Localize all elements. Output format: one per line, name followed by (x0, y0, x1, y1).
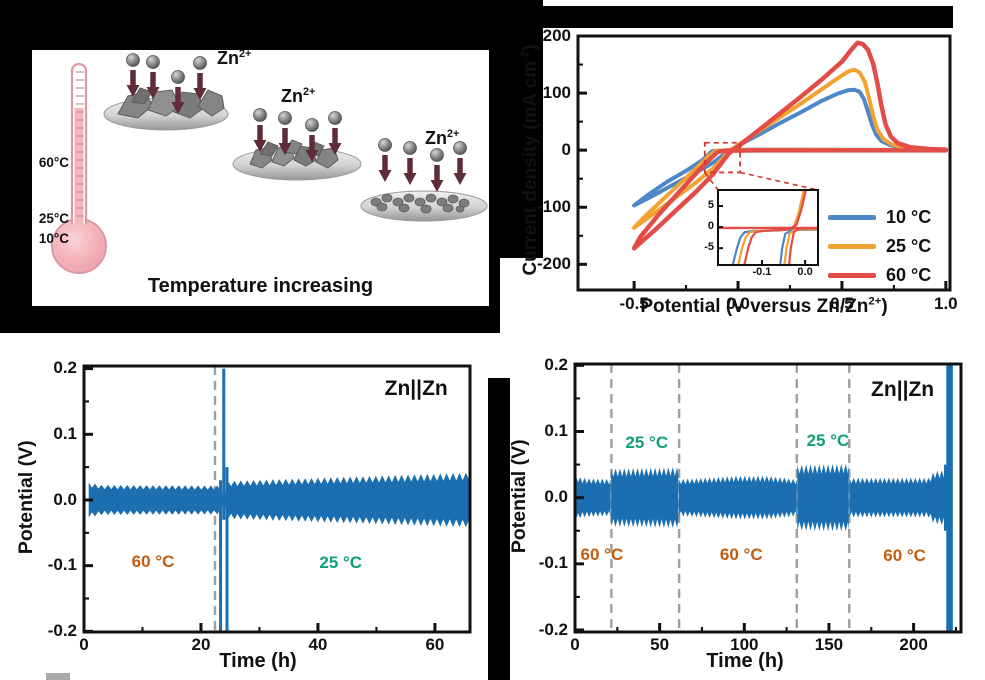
zoom-region-box (703, 141, 742, 174)
y-tick-label: 0 (707, 220, 714, 233)
series-25 °C anodic (737, 188, 805, 267)
thermometer-label-25: 25°C (38, 211, 69, 226)
zinc-platform-25c (232, 108, 362, 181)
deposition-arrow-icon (379, 155, 467, 192)
y-tick-label: -0.2 (47, 620, 77, 640)
series-10 °C anodic (731, 188, 806, 267)
x-tick-label: 0 (570, 635, 580, 654)
voltage-band (849, 469, 945, 526)
cell-type-label: Zn||Zn (871, 378, 935, 402)
right-x-axis-label: Time (h) (706, 650, 784, 672)
voltage-band (88, 482, 220, 518)
x-tick-label: 60 (425, 635, 445, 654)
separator-top-left-band (0, 0, 489, 50)
legend-item: 25 °C (828, 232, 931, 261)
voltage-band (611, 467, 679, 529)
zinc-ion-label: Zn2+ (425, 128, 460, 148)
series-10 °C (632, 87, 948, 208)
chart-zn_left (82, 364, 472, 634)
zoom-connector-line (704, 171, 719, 191)
series-25 °C cathodic (783, 228, 820, 267)
cv-legend: 10 °C 25 °C 60 °C (828, 203, 931, 290)
zoom-connector-line (739, 171, 819, 191)
y-tick-label: 5 (707, 198, 714, 211)
left-y-axis-label: Potential (V) (14, 440, 37, 555)
voltage-spike-bar (946, 364, 953, 632)
schematic-art (51, 53, 488, 274)
legend-item: 60 °C (828, 261, 931, 290)
temperature-annotation: 60 °C (719, 545, 763, 565)
temperature-annotation: 60 °C (131, 551, 175, 571)
zinc-ion-label: Zn2+ (217, 48, 252, 68)
temperature-annotation: 25 °C (625, 433, 669, 453)
x-tick-label: 0 (79, 635, 89, 654)
y-tick-label: 0.2 (544, 354, 568, 374)
series-60 °C anodic (743, 188, 808, 267)
separator-bottom-band (0, 306, 489, 333)
zinc-platform-60c (103, 53, 229, 131)
thermometer-label-10: 10°C (38, 231, 69, 246)
thermometer-label-60: 60°C (38, 155, 69, 170)
zinc-platform-10c (360, 138, 488, 222)
legend-line-swatch (828, 273, 876, 278)
x-tick-label: -0.1 (752, 266, 772, 278)
temperature-annotation: 25 °C (319, 553, 363, 573)
y-tick-label: -5 (704, 241, 714, 254)
plot-frame (717, 189, 819, 266)
separator-mid-stripe-wide (489, 0, 543, 258)
voltage-band (797, 463, 849, 532)
temperature-annotation: 60 °C (883, 545, 926, 565)
legend-line-swatch (828, 215, 876, 220)
plot-frame (573, 362, 963, 634)
separator-bottom-stripe (488, 378, 510, 680)
y-tick-label: 0.2 (53, 358, 77, 378)
cell-type-label: Zn||Zn (384, 376, 448, 400)
series-60 °C cathodic (787, 227, 820, 267)
legend-item: 10 °C (828, 203, 931, 232)
chart-zn_right (573, 362, 963, 634)
plot-frame (82, 364, 472, 634)
x-tick-label: 0.0 (797, 266, 813, 278)
cropped-label-fragment (46, 673, 70, 680)
separator-top-right-banner (543, 6, 953, 28)
left-x-axis-label: Time (h) (219, 650, 297, 672)
series-10 °C cathodic (778, 228, 820, 267)
zinc-ion-label: Zn2+ (281, 86, 316, 106)
separator-mid-stripe-narrow (489, 258, 500, 333)
thermometer-icon (51, 62, 107, 274)
right-y-axis-label: Potential (V) (507, 439, 530, 554)
chart-cv_inset (717, 188, 820, 267)
voltage-band (575, 475, 611, 521)
legend-line-swatch (828, 244, 876, 249)
temperature-annotation: 60 °C (580, 545, 624, 565)
voltage-band (227, 472, 470, 528)
schematic-caption: Temperature increasing (147, 275, 374, 297)
separator-left-band (0, 50, 32, 306)
temperature-annotation: 25 °C (806, 431, 850, 451)
voltage-band (678, 475, 797, 520)
cv-y-axis-label: Current density (mA cm-2) (519, 44, 542, 276)
x-tick-label: 200 (899, 635, 928, 654)
voltage-band (220, 490, 228, 510)
schematic-panel: 60°C 25°C 10°C Zn2+ Zn2+ Zn2+ Temperatur… (32, 48, 489, 306)
cv-x-axis-label: Potential (V versus Zn/Zn2+) (640, 295, 888, 317)
